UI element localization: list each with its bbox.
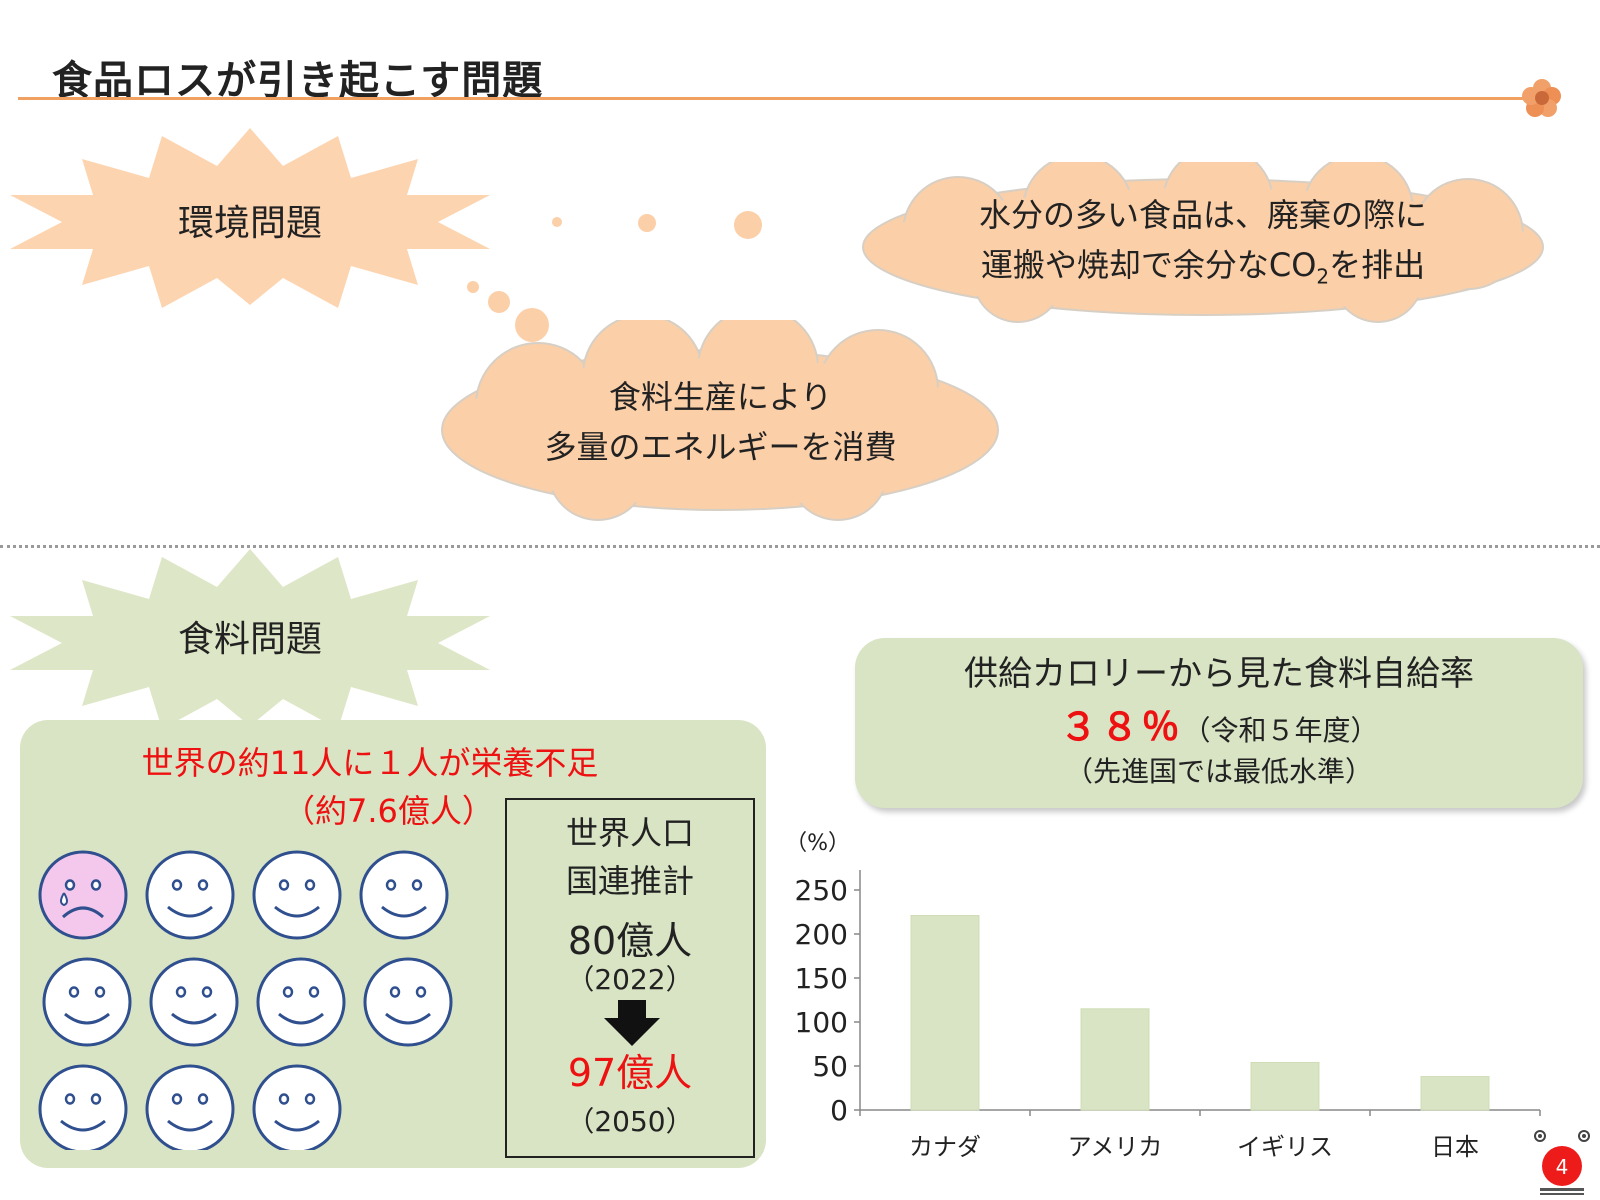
y-tick-label: 100 [795,1006,848,1039]
smiley-face-icon [145,850,235,940]
population-box: 世界人口 国連推計 80億人 （2022） 97億人 （2050） [505,798,755,1158]
cloud-co2-line2-post: を排出 [1329,246,1426,284]
y-tick-label: 0 [830,1094,848,1127]
page-badge: 4 [1530,1128,1594,1196]
population-2022-year: （2022） [566,963,694,996]
section-divider [0,545,1600,548]
x-tick-label: アメリカ [1068,1133,1163,1161]
y-tick-label: 150 [795,962,848,995]
smiley-face-icon [252,850,342,940]
slide-title: 食品ロスが引き起こす問題 [52,58,544,104]
smiley-face-icon [363,957,453,1047]
y-tick-label: 50 [812,1050,848,1083]
smiley-face-icon [149,957,239,1047]
x-tick-label: カナダ [909,1133,981,1161]
smiley-face-icon [38,1064,128,1150]
arrow-down-icon [604,1000,660,1046]
population-title-line2: 国連推計 [565,862,694,900]
food-burst: 食料問題 [0,548,500,730]
population-2050-year: （2050） [566,1105,694,1138]
self-sufficiency-note: （先進国では最低水準） [1064,755,1373,788]
self-sufficiency-rate-line: ３８％（令和５年度） [855,696,1583,751]
cloud-energy: 食料生産により 多量のエネルギーを消費 [428,307,1013,525]
cloud-energy-line2: 多量のエネルギーを消費 [544,428,897,466]
thought-dots [467,211,762,342]
y-tick-label: 200 [795,918,848,951]
population-2022-value: 80億人 [567,919,693,963]
smiley-face-icon [252,1064,342,1150]
food-label: 食料問題 [177,619,322,660]
faces-grid [38,850,453,1150]
bar-3 [1420,1076,1490,1111]
bar-2 [1250,1061,1320,1111]
sad-face-icon [38,850,128,940]
self-sufficiency-title: 供給カロリーから見た食料自給率 [964,654,1474,694]
y-axis-label: （%） [785,831,850,856]
cloud-shape [441,307,999,521]
burst-shape [10,549,490,729]
bar-1 [1080,1008,1150,1111]
undernourished-count: （約7.6億人） [283,792,494,830]
y-tick-label: 250 [795,874,848,907]
undernourished-text: 世界の約11人に１人が栄養不足 [141,744,599,782]
smiley-face-icon [42,957,132,1047]
self-sufficiency-percent: ３８％ [1059,705,1183,749]
flower-icon [1522,79,1561,117]
burst-shape [10,128,490,308]
self-sufficiency-chart: （%） 0 50 100 150 200 250 カナダ アメリカ イギリス 日本 [785,831,1541,1161]
population-2050-value: 97億人 [567,1051,693,1095]
cloud-co2: 水分の多い食品は、廃棄の際に 運搬や焼却で余分なCO2を排出 [838,146,1568,327]
cloud-co2-line2-pre: 運搬や焼却で余分なCO [980,246,1317,284]
x-tick-label: 日本 [1431,1133,1479,1161]
bar-0 [910,915,980,1111]
cloud-co2-line1: 水分の多い食品は、廃棄の際に [978,196,1427,234]
environment-burst: 環境問題 [0,128,500,308]
self-sufficiency-year: （令和５年度） [1182,714,1379,747]
population-title-line1: 世界人口 [565,814,694,852]
page-number: 4 [1555,1155,1569,1179]
smiley-face-icon [145,1064,235,1150]
x-tick-label: イギリス [1237,1133,1333,1161]
environment-label: 環境問題 [177,203,322,244]
title-underline [18,97,1538,100]
smiley-face-icon [256,957,346,1047]
smiley-face-icon [359,850,449,940]
page-badge-icon [1534,1130,1590,1195]
cloud-co2-line2: 運搬や焼却で余分なCO2を排出 [838,240,1568,301]
cloud-energy-line1: 食料生産により [608,378,833,416]
co2-subscript: 2 [1316,264,1330,289]
self-sufficiency-box: 供給カロリーから見た食料自給率 ３８％（令和５年度） （先進国では最低水準） [855,638,1583,808]
cloud-shape [862,146,1544,323]
